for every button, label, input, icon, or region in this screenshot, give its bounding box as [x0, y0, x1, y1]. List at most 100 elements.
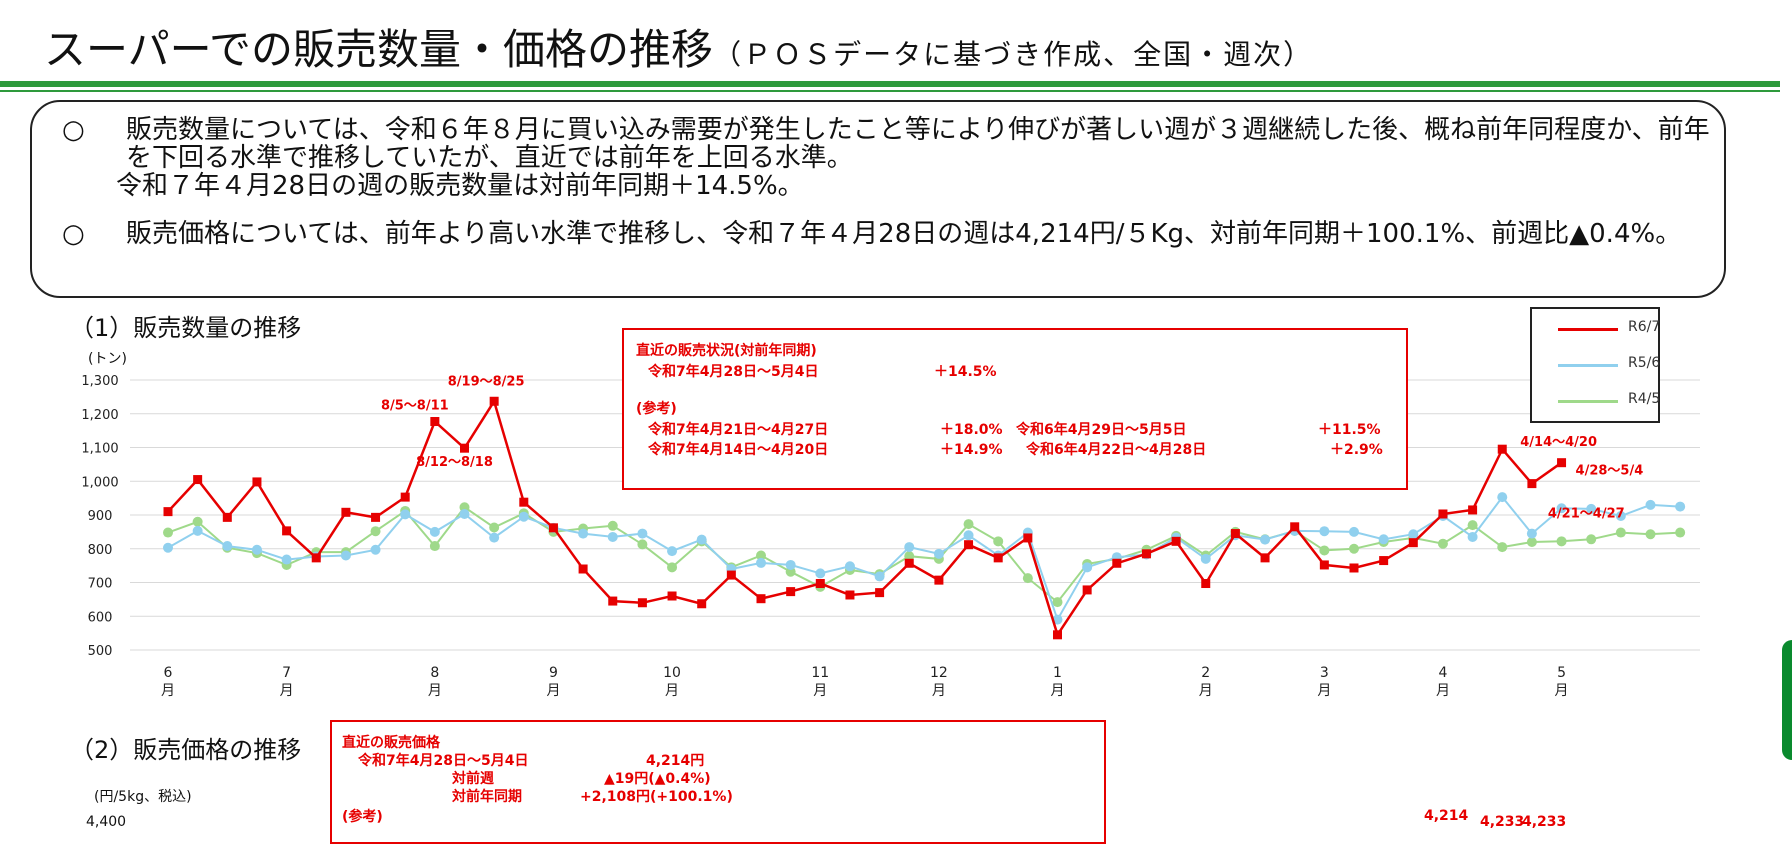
- data-point: [400, 509, 411, 520]
- data-point: [1497, 492, 1508, 503]
- data-point: [370, 544, 381, 555]
- x-tick-label: 6: [164, 665, 173, 681]
- price-value-label: 4,233: [1522, 814, 1567, 830]
- data-point: [667, 562, 678, 573]
- anno-q-l5c: 令和6年4月22日～4月28日: [1026, 442, 1207, 458]
- x-tick-unit: 月: [1051, 683, 1065, 699]
- data-point: [1349, 543, 1359, 554]
- data-point: [251, 544, 262, 555]
- legend-label: R6/7: [1628, 319, 1661, 335]
- anno-q-l2a: 令和7年4月28日～5月4日: [648, 364, 819, 380]
- data-point: [429, 526, 440, 537]
- bullet-circle-icon: ○: [62, 115, 85, 145]
- data-point: [993, 553, 1003, 563]
- data-point: [1438, 509, 1448, 519]
- data-point: [459, 508, 470, 519]
- anno-q-l4a: 令和7年4月21日～4月27日: [648, 422, 829, 438]
- anno-q-l5a: 令和7年4月14日～4月20日: [648, 442, 829, 458]
- data-point: [1201, 579, 1211, 589]
- x-tick-unit: 月: [546, 683, 560, 699]
- y-tick-label: 1,200: [81, 408, 118, 423]
- data-point: [1053, 630, 1062, 640]
- data-point: [518, 511, 529, 522]
- y-tick-label: 1,000: [81, 475, 118, 490]
- anno-q-l1: 直近の販売状況(対前年同期): [636, 343, 817, 359]
- x-tick-unit: 月: [1555, 683, 1569, 699]
- data-point: [1141, 549, 1151, 559]
- quantity-annotation: 直近の販売状況(対前年同期) 令和7年4月28日～5月4日 ＋14.5% (参考…: [622, 328, 1408, 490]
- data-point: [637, 528, 648, 539]
- legend-item-r56: R5/6: [1532, 355, 1660, 375]
- data-point: [786, 587, 796, 597]
- data-point: [1290, 522, 1300, 532]
- x-tick-label: 12: [930, 665, 948, 681]
- legend-item-r45: R4/5: [1532, 391, 1661, 411]
- series-line: [167, 505, 1681, 604]
- bullet-circle-icon: ○: [62, 219, 85, 249]
- data-point: [1527, 479, 1537, 489]
- legend-swatch: [1558, 400, 1618, 403]
- data-point: [875, 588, 885, 598]
- data-point: [904, 558, 914, 568]
- summary-text-2: 販売価格については、前年より高い水準で推移し、令和７年４月28日の週は4,214…: [126, 219, 1682, 249]
- data-point: [1260, 534, 1271, 545]
- summary-text-1b: 令和７年４月28日の週の販売数量は対前年同期＋14.5%。: [116, 171, 804, 201]
- data-point: [1556, 536, 1567, 547]
- data-point: [1497, 542, 1508, 553]
- data-point: [785, 559, 796, 570]
- data-point: [1022, 573, 1033, 584]
- data-point: [1615, 511, 1626, 522]
- x-tick-label: 5: [1557, 665, 1566, 681]
- data-point: [1467, 520, 1478, 531]
- data-point: [844, 561, 855, 572]
- anno-p-l3b: ▲19円(▲0.4%): [604, 771, 711, 787]
- series-line: [167, 398, 1563, 638]
- data-point: [845, 590, 855, 600]
- section2-unit: (円/5kg、税込): [94, 789, 192, 805]
- anno-p-l4b: +2,108円(+100.1%): [580, 789, 733, 805]
- anno-q-l5b: ＋14.9%: [940, 442, 1003, 458]
- data-point: [519, 497, 529, 507]
- data-point: [489, 532, 500, 543]
- section1-unit: (トン): [88, 351, 127, 367]
- anno-q-l4c: 令和6年4月29日～5月5日: [1016, 422, 1187, 438]
- data-point: [489, 522, 500, 533]
- data-point: [281, 554, 292, 565]
- data-point: [934, 575, 944, 585]
- x-tick-label: 4: [1438, 665, 1447, 681]
- data-point: [1645, 499, 1656, 510]
- data-point: [163, 527, 173, 538]
- data-point: [1023, 533, 1033, 543]
- data-point: [1052, 597, 1063, 608]
- price-value-label: 4,233: [1480, 814, 1525, 830]
- data-point: [1437, 538, 1448, 549]
- data-point: [1645, 529, 1656, 540]
- x-tick-unit: 月: [1317, 683, 1331, 699]
- data-point: [1260, 553, 1270, 563]
- data-point: [1082, 562, 1093, 573]
- data-point: [1557, 458, 1567, 468]
- data-point: [163, 507, 173, 517]
- data-point: [1497, 444, 1507, 454]
- data-point: [607, 520, 618, 531]
- data-point: [1526, 528, 1537, 539]
- x-tick-unit: 月: [932, 683, 946, 699]
- x-tick-unit: 月: [1436, 683, 1450, 699]
- data-point: [1319, 560, 1329, 570]
- price-value-label: 4,214: [1424, 808, 1469, 824]
- data-point: [460, 443, 469, 453]
- data-point: [1379, 556, 1389, 566]
- data-point: [340, 550, 351, 561]
- x-tick-label: 1: [1053, 665, 1062, 681]
- x-tick-unit: 月: [665, 683, 679, 699]
- data-point: [637, 598, 647, 608]
- data-point: [1230, 529, 1240, 539]
- data-point: [815, 568, 826, 579]
- series-line: [167, 495, 1681, 623]
- legend-label: R4/5: [1628, 391, 1661, 407]
- data-point: [993, 536, 1004, 547]
- x-tick-label: 10: [663, 665, 681, 681]
- data-point: [1586, 534, 1597, 545]
- anno-q-l4d: ＋11.5%: [1318, 422, 1381, 438]
- chart-legend: R6/7 R5/6 R4/5: [1530, 307, 1660, 423]
